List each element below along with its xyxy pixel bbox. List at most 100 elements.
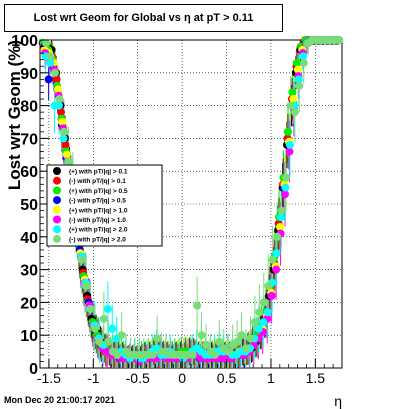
legend-marker xyxy=(53,205,61,214)
data-point xyxy=(285,147,294,156)
legend-entry: (+) with pT/|q| > 1.0 xyxy=(69,207,128,214)
data-point xyxy=(103,304,112,313)
data-point xyxy=(250,318,259,327)
data-point xyxy=(224,347,233,356)
legend-marker xyxy=(53,167,61,175)
y-tick-label: 70 xyxy=(20,131,38,148)
legend-entry: (-) with pT/|q| > 2.0 xyxy=(69,236,126,243)
data-point xyxy=(335,36,344,44)
data-point xyxy=(281,183,290,192)
y-axis-label: Lost wrt Geom (%) xyxy=(5,40,24,190)
data-point xyxy=(272,265,281,274)
data-point xyxy=(246,334,255,343)
x-axis-label: η xyxy=(334,393,342,409)
data-point xyxy=(188,350,197,359)
legend-entry: (+) with pT/|q| > 2.0 xyxy=(69,227,128,234)
data-point xyxy=(77,255,86,264)
y-tick-labels: 0 10 20 30 40 50 60 70 80 90 100 xyxy=(11,33,38,378)
data-point xyxy=(99,314,108,323)
data-point xyxy=(277,206,286,215)
data-point xyxy=(54,85,63,94)
legend-marker xyxy=(53,225,61,234)
data-point xyxy=(82,282,91,290)
data-point xyxy=(51,68,60,77)
data-point xyxy=(54,101,63,110)
data-point xyxy=(197,331,206,340)
data-point xyxy=(273,232,282,241)
data-point xyxy=(254,324,263,333)
data-points xyxy=(38,36,344,366)
y-tick-label: 10 xyxy=(20,328,38,345)
data-point xyxy=(292,58,301,67)
data-point xyxy=(113,350,122,359)
legend-marker xyxy=(53,186,61,195)
y-tick-label: 20 xyxy=(20,295,38,312)
legend: (+) with pT/|q| > 0.1 (-) with pT/|q| > 0… xyxy=(46,164,163,247)
data-point xyxy=(259,318,268,327)
data-point xyxy=(202,341,211,350)
data-point xyxy=(280,190,289,199)
y-tick-label: 0 xyxy=(29,361,38,378)
data-point xyxy=(286,101,295,110)
legend-entry: (+) with pT/|q| > 0.5 xyxy=(69,188,128,195)
data-point xyxy=(283,127,292,136)
data-point xyxy=(264,282,273,290)
x-tick-label: 0 xyxy=(178,370,186,386)
data-point xyxy=(108,324,117,333)
data-point xyxy=(285,140,294,149)
data-point xyxy=(62,150,71,159)
x-tick-label: -0.5 xyxy=(126,370,150,386)
data-point xyxy=(295,81,304,90)
data-point xyxy=(86,304,95,313)
data-point xyxy=(91,324,100,333)
data-point xyxy=(55,95,64,104)
data-point xyxy=(294,75,303,84)
data-point xyxy=(215,337,224,346)
x-tick-label: 1 xyxy=(267,370,275,386)
x-tick-labels: -1.5 -1 -0.5 0 0.5 1 1.5 xyxy=(37,370,325,386)
data-point xyxy=(46,58,55,67)
data-point xyxy=(255,308,264,317)
data-point xyxy=(59,134,68,143)
y-tick-label: 100 xyxy=(11,33,38,50)
legend-entry: (-) with pT/|q| > 0.1 xyxy=(69,178,126,185)
data-point xyxy=(46,52,55,61)
data-point xyxy=(42,39,51,48)
data-point xyxy=(242,344,251,353)
legend-marker xyxy=(53,176,61,185)
y-tick-label: 30 xyxy=(20,263,38,280)
data-point xyxy=(58,118,67,126)
axis-ticks xyxy=(39,39,343,369)
y-tick-label: 50 xyxy=(20,197,38,214)
data-point xyxy=(288,88,297,97)
legend-marker xyxy=(53,234,61,243)
data-point xyxy=(290,108,299,117)
legend-entry: (-) with pT/|q| > 1.0 xyxy=(69,217,126,224)
data-point xyxy=(210,350,219,359)
chart-title: Lost wrt Geom for Global vs η at pT > 0.… xyxy=(4,4,283,32)
data-point xyxy=(148,350,157,359)
legend-marker xyxy=(53,215,61,224)
y-tick-label: 60 xyxy=(20,164,38,181)
data-point xyxy=(293,65,302,74)
x-tick-label: 1.5 xyxy=(306,370,326,386)
data-point xyxy=(263,308,272,317)
timestamp: Mon Dec 20 21:00:17 2021 xyxy=(4,395,116,405)
data-point xyxy=(61,140,70,149)
data-point xyxy=(276,222,285,231)
y-tick-label: 40 xyxy=(20,230,38,247)
data-point xyxy=(272,249,281,258)
legend-entry: (-) with pT/|q| > 0.5 xyxy=(69,198,126,205)
data-point xyxy=(267,291,276,300)
y-tick-label: 90 xyxy=(20,66,38,83)
data-point xyxy=(59,127,68,136)
y-tick-label: 80 xyxy=(20,99,38,116)
data-point xyxy=(64,157,73,166)
data-point xyxy=(259,298,268,307)
data-point xyxy=(268,255,277,264)
data-point xyxy=(117,331,126,340)
data-point xyxy=(277,213,286,222)
data-point xyxy=(104,337,113,346)
data-point xyxy=(44,75,53,84)
